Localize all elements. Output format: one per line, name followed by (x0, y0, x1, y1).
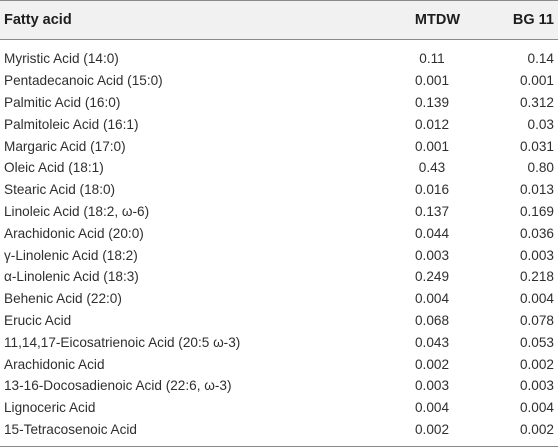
cell-fatty-acid-name: Margaric Acid (17:0) (4, 138, 126, 154)
cell-bg11-value: 0.053 (519, 334, 554, 350)
cell-bg11-value: 0.14 (527, 51, 554, 67)
table-row: 15-Tetracosenoic Acid 0.002 0.002 (0, 419, 558, 441)
cell-bg11-value: 0.002 (519, 421, 554, 437)
cell-mtdw-value: 0.249 (414, 269, 450, 285)
cell-bg11-value: 0.003 (519, 378, 554, 394)
cell-bg11-value: 0.003 (519, 247, 554, 263)
cell-mtdw-value: 0.012 (414, 116, 450, 132)
cell-mtdw-value: 0.044 (414, 225, 450, 241)
table-row: Palmitoleic Acid (16:1) 0.012 0.03 (0, 113, 558, 135)
header-fatty-acid: Fatty acid (4, 12, 72, 28)
cell-fatty-acid-name: Linoleic Acid (18:2, ω-6) (4, 203, 150, 219)
cell-fatty-acid-name: Pentadecanoic Acid (15:0) (4, 73, 163, 89)
cell-mtdw-value: 0.004 (414, 291, 450, 307)
cell-fatty-acid-name: Erucic Acid (4, 312, 72, 328)
cell-bg11-value: 0.036 (519, 225, 554, 241)
cell-fatty-acid-name: α-Linolenic Acid (18:3) (4, 269, 139, 285)
cell-fatty-acid-name: Arachidonic Acid (4, 356, 105, 372)
table-body: Myristic Acid (14:0) 0.11 0.14 Pentadecanoi… (0, 40, 558, 440)
table-row: 11,14,17-Eicosatrienoic Acid (20:5 ω-3) 0… (0, 331, 558, 353)
cell-mtdw-value: 0.002 (414, 356, 450, 372)
cell-bg11-value: 0.03 (527, 116, 554, 132)
cell-mtdw-value: 0.43 (418, 160, 446, 176)
cell-bg11-value: 0.169 (519, 203, 554, 219)
cell-mtdw-value: 0.003 (414, 378, 450, 394)
cell-bg11-value: 0.078 (519, 312, 554, 328)
cell-fatty-acid-name: Arachidonic Acid (20:0) (4, 225, 144, 241)
cell-mtdw-value: 0.137 (414, 203, 450, 219)
table-row: Linoleic Acid (18:2, ω-6) 0.137 0.169 (0, 201, 558, 223)
cell-fatty-acid-name: Palmitoleic Acid (16:1) (4, 116, 139, 132)
cell-fatty-acid-name: 13-16-Docosadienoic Acid (22:6, ω-3) (4, 378, 232, 394)
cell-bg11-value: 0.004 (519, 400, 554, 416)
table-row: Myristic Acid (14:0) 0.11 0.14 (0, 48, 558, 70)
cell-fatty-acid-name: γ-Linolenic Acid (18:2) (4, 247, 138, 263)
cell-mtdw-value: 0.001 (414, 73, 450, 89)
cell-mtdw-value: 0.003 (414, 247, 450, 263)
cell-fatty-acid-name: Oleic Acid (18:1) (4, 160, 104, 176)
table-row: Arachidonic Acid (20:0) 0.044 0.036 (0, 222, 558, 244)
cell-mtdw-value: 0.016 (414, 182, 450, 198)
cell-bg11-value: 0.001 (519, 73, 554, 89)
table-row: α-Linolenic Acid (18:3) 0.249 0.218 (0, 266, 558, 288)
table-row: Oleic Acid (18:1) 0.43 0.80 (0, 157, 558, 179)
table-row: Arachidonic Acid 0.002 0.002 (0, 353, 558, 375)
cell-mtdw-value: 0.002 (414, 421, 450, 437)
cell-mtdw-value: 0.043 (414, 334, 450, 350)
table-row: Erucic Acid 0.068 0.078 (0, 310, 558, 332)
cell-mtdw-value: 0.11 (419, 51, 445, 67)
cell-bg11-value: 0.004 (519, 291, 554, 307)
table-row: Palmitic Acid (16:0) 0.139 0.312 (0, 92, 558, 114)
cell-fatty-acid-name: Myristic Acid (14:0) (4, 51, 119, 67)
cell-bg11-value: 0.031 (519, 138, 554, 154)
table-row: Behenic Acid (22:0) 0.004 0.004 (0, 288, 558, 310)
cell-fatty-acid-name: Lignoceric Acid (4, 400, 96, 416)
table-row: Margaric Acid (17:0) 0.001 0.031 (0, 135, 558, 157)
cell-bg11-value: 0.218 (519, 269, 554, 285)
cell-bg11-value: 0.312 (519, 94, 554, 110)
cell-bg11-value: 0.013 (519, 182, 554, 198)
cell-fatty-acid-name: 15-Tetracosenoic Acid (4, 421, 137, 437)
cell-fatty-acid-name: Stearic Acid (18:0) (4, 182, 116, 198)
cell-fatty-acid-name: 11,14,17-Eicosatrienoic Acid (20:5 ω-3) (4, 334, 241, 350)
table-row: γ-Linolenic Acid (18:2) 0.003 0.003 (0, 244, 558, 266)
cell-bg11-value: 0.80 (527, 160, 554, 176)
cell-mtdw-value: 0.001 (414, 138, 450, 154)
cell-fatty-acid-name: Behenic Acid (22:0) (4, 291, 122, 307)
table-row: Stearic Acid (18:0) 0.016 0.013 (0, 179, 558, 201)
cell-mtdw-value: 0.004 (414, 400, 450, 416)
table-header: Fatty acid MTDW BG 11 (0, 0, 558, 40)
cell-fatty-acid-name: Palmitic Acid (16:0) (4, 94, 121, 110)
table-row: Lignoceric Acid 0.004 0.004 (0, 397, 558, 419)
cell-bg11-value: 0.002 (519, 356, 554, 372)
table-row: 13-16-Docosadienoic Acid (22:6, ω-3) 0.00… (0, 375, 558, 397)
table-row: Pentadecanoic Acid (15:0) 0.001 0.001 (0, 70, 558, 92)
header-bg11: BG 11 (512, 12, 554, 28)
cell-mtdw-value: 0.068 (414, 312, 450, 328)
cell-mtdw-value: 0.139 (414, 94, 450, 110)
header-mtdw: MTDW (414, 12, 460, 28)
